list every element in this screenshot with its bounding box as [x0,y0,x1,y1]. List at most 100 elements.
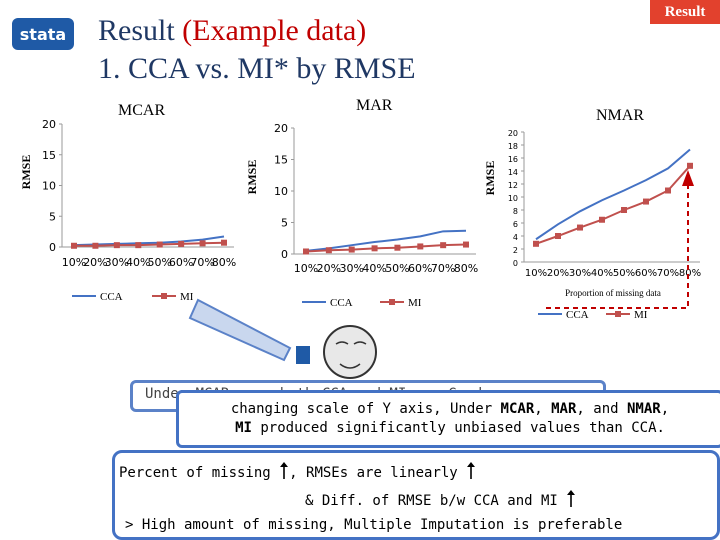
conclusion-line1: Percent of missing , RMSEs are linearly [119,462,476,481]
x-tick-label: 40% [362,262,386,275]
series-point-mi [440,242,447,249]
stata-logo: stata [12,18,74,50]
x-axis-title: Proportion of missing data [565,288,661,298]
series-point-mi [643,198,649,205]
logo-text: stata [20,25,66,44]
x-tick-label: 70% [657,268,679,279]
x-tick-label: 20% [83,256,107,269]
series-point-mi [599,216,605,223]
x-tick-label: 20% [547,268,569,279]
series-point-mi [135,242,142,249]
y-tick-label: 20 [42,118,56,131]
x-tick-label: 30% [569,268,591,279]
x-tick-label: 60% [635,268,657,279]
series-point-mi [665,187,671,194]
x-tick-label: 10% [62,256,86,269]
x-tick-label: 50% [385,262,409,275]
series-line-cca [73,235,225,247]
series-point-mi [417,243,424,250]
legend-marker-mi [389,299,395,305]
series-point-mi [577,224,583,231]
series-point-mi [178,240,185,247]
series-point-mi [92,242,99,249]
callout-y-axis-scale: changing scale of Y axis, Under MCAR, MA… [176,390,720,448]
legend-label-cca: CCA [566,309,589,321]
nmar-highlight-bracket [546,180,689,309]
x-tick-label: 50% [147,256,171,269]
text-segment: , and [576,401,627,417]
y-axis-label: RMSE [483,161,497,196]
series-point-mi [621,207,627,213]
series-point-mi [113,242,120,249]
legend-marker-mi [161,293,167,299]
legend-label-mi: MI [634,309,648,321]
x-tick-label: 10% [294,262,318,275]
y-tick-label: 8 [513,207,518,216]
text-segment: produced significantly unbiased values t… [251,420,665,436]
text-mcar: MCAR [500,401,535,417]
x-tick-label: 40% [126,256,150,269]
x-tick-label: 80% [454,262,478,275]
y-tick-label: 2 [513,246,518,255]
callout-y-axis-line1: changing scale of Y axis, Under MCAR, MA… [185,400,715,419]
text-segment: , [660,401,670,417]
x-tick-label: 80% [679,268,701,279]
y-tick-label: 20 [508,129,518,138]
x-tick-label: 30% [339,262,363,275]
text-segment: & Diff. of RMSE b/w CCA and MI [305,493,558,509]
x-tick-label: 40% [591,268,613,279]
y-tick-label: 4 [513,233,518,242]
series-line-mi [535,165,691,245]
text-nmar: NMAR [627,401,661,417]
legend-label-mi: MI [408,297,422,309]
conclusion-line2: & Diff. of RMSE b/w CCA and MI [305,490,576,509]
slide-title-line1: Result (Example data) [98,14,366,48]
up-arrow-icon [467,462,476,479]
series-point-mi [371,245,378,252]
callout-y-axis-line2: MI produced significantly unbiased value… [185,419,715,438]
text-segment: Percent of missing [119,465,271,481]
title-result: Result [98,14,183,47]
series-point-mi [199,240,206,247]
y-tick-label: 10 [42,180,56,193]
chart-title: MCAR [118,102,165,119]
y-tick-label: 5 [49,210,56,223]
series-point-mi [348,246,355,253]
legend-label-cca: CCA [100,291,123,303]
text-mi: MI [235,420,252,436]
y-tick-label: 14 [508,168,518,177]
series-point-mi [394,244,401,251]
series-line-cca [305,229,467,252]
x-tick-label: 80% [212,256,236,269]
series-point-mi [687,162,693,169]
slide-title-line2: 1. CCA vs. MI* by RMSE [98,52,416,85]
up-arrow-icon [567,490,576,507]
series-point-mi [221,239,227,246]
legend-label-cca: CCA [330,297,353,309]
series-point-mi [463,241,469,248]
x-tick-label: 60% [169,256,193,269]
x-tick-label: 50% [613,268,635,279]
series-line-mi [74,241,225,247]
y-tick-label: 5 [281,217,288,230]
series-point-mi [303,248,309,255]
x-tick-label: 30% [105,256,129,269]
legend-label-mi: MI [180,291,194,303]
callout-conclusion: Percent of missing , RMSEs are linearly … [112,450,720,540]
y-tick-label: 10 [274,185,288,198]
y-tick-label: 0 [281,248,288,261]
y-tick-label: 10 [508,194,518,203]
x-tick-label: 70% [431,262,455,275]
series-point-mi [71,242,77,249]
series-point-mi [325,247,332,254]
x-tick-label: 60% [408,262,432,275]
y-tick-label: 20 [274,122,288,135]
series-line-cca [535,148,691,241]
text-segment: , RMSEs are linearly [289,465,458,481]
y-tick-label: 12 [508,181,518,190]
series-point-mi [156,241,163,248]
cartoon-face [323,325,377,379]
series-line-mi [305,243,467,253]
pointer-stick [188,298,292,362]
